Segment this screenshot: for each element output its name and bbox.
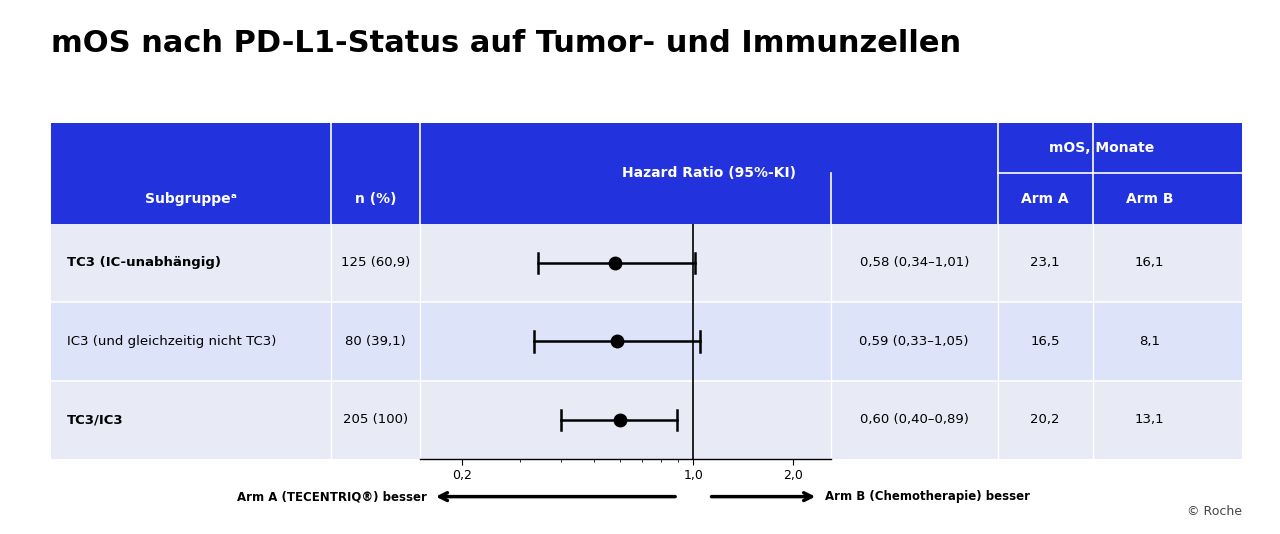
Bar bbox=[51, 123, 1242, 224]
Text: 205 (100): 205 (100) bbox=[343, 413, 408, 427]
Text: Arm A: Arm A bbox=[1021, 192, 1069, 206]
Bar bbox=[51, 224, 1242, 302]
Text: 0,59 (0,33–1,05): 0,59 (0,33–1,05) bbox=[859, 335, 969, 348]
Text: Arm B (Chemotherapie) besser: Arm B (Chemotherapie) besser bbox=[824, 490, 1029, 503]
Text: n (%): n (%) bbox=[355, 192, 397, 206]
Text: IC3 (und gleichzeitig nicht TC3): IC3 (und gleichzeitig nicht TC3) bbox=[67, 335, 276, 348]
Text: Hazard Ratio (95%-KI): Hazard Ratio (95%-KI) bbox=[622, 166, 796, 180]
Text: © Roche: © Roche bbox=[1187, 505, 1242, 518]
Bar bbox=[51, 381, 1242, 459]
Text: TC3/IC3: TC3/IC3 bbox=[67, 413, 123, 427]
Text: 125 (60,9): 125 (60,9) bbox=[340, 256, 410, 270]
Text: 16,5: 16,5 bbox=[1030, 335, 1060, 348]
Text: Arm A (TECENTRIQ®) besser: Arm A (TECENTRIQ®) besser bbox=[237, 490, 426, 503]
Bar bbox=[51, 302, 1242, 381]
Text: 0,58 (0,34–1,01): 0,58 (0,34–1,01) bbox=[860, 256, 969, 270]
Text: 20,2: 20,2 bbox=[1030, 413, 1060, 427]
Text: TC3 (IC-unabhängig): TC3 (IC-unabhängig) bbox=[67, 256, 220, 270]
Text: 80 (39,1): 80 (39,1) bbox=[346, 335, 406, 348]
Text: 23,1: 23,1 bbox=[1030, 256, 1060, 270]
Text: 0,60 (0,40–0,89): 0,60 (0,40–0,89) bbox=[860, 413, 969, 427]
Text: Arm B: Arm B bbox=[1125, 192, 1172, 206]
Text: 13,1: 13,1 bbox=[1134, 413, 1164, 427]
Text: 8,1: 8,1 bbox=[1139, 335, 1160, 348]
Text: mOS nach PD-L1-Status auf Tumor- und Immunzellen: mOS nach PD-L1-Status auf Tumor- und Imm… bbox=[51, 29, 961, 58]
Text: mOS, Monate: mOS, Monate bbox=[1050, 141, 1155, 155]
Text: 16,1: 16,1 bbox=[1134, 256, 1164, 270]
Text: Subgruppeᵃ: Subgruppeᵃ bbox=[145, 192, 237, 206]
